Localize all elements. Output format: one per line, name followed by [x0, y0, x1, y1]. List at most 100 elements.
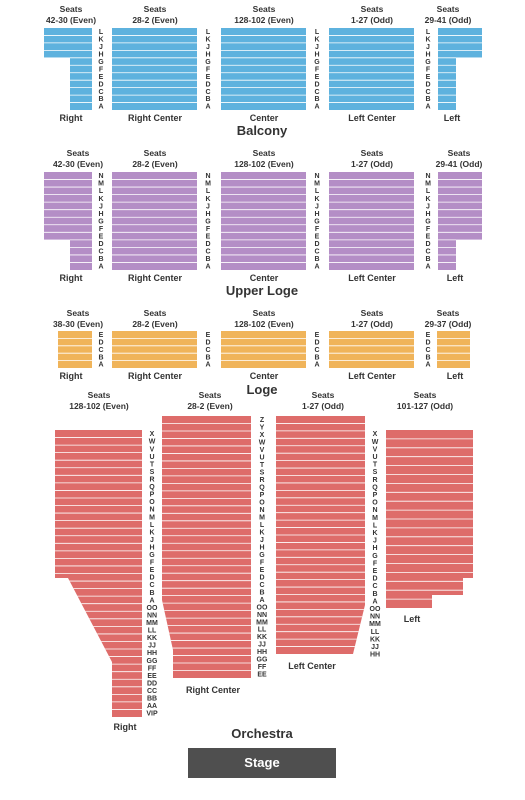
upper-loge-aisle0-row-H: H	[98, 211, 103, 218]
orchestra-aisle-center-row-GG: GG	[257, 657, 268, 664]
loge-left-center[interactable]	[326, 331, 418, 368]
loge-right-area[interactable]	[58, 331, 92, 368]
upper-loge-right-row-lines	[44, 179, 92, 263]
upper-loge-aisle0-row-N: N	[98, 173, 103, 180]
upper-loge-right-center[interactable]	[108, 172, 200, 270]
upper-loge-aisle2-row-E: E	[315, 233, 320, 240]
orchestra-aisle-left-row-N: N	[372, 507, 377, 514]
upper-loge-center[interactable]	[218, 172, 310, 270]
balcony-aisle0-row-H: H	[98, 51, 103, 58]
balcony-aisle3-row-D: D	[425, 81, 430, 88]
upper-loge-center-area[interactable]	[221, 172, 306, 270]
upper-loge-left-area[interactable]	[438, 172, 482, 270]
orchestra-left-center[interactable]	[272, 416, 369, 654]
upper-loge-header-3-seats-word: Seats	[361, 148, 384, 158]
upper-loge-aisle2-row-G: G	[314, 218, 320, 225]
upper-loge-aisle3-row-F: F	[426, 226, 431, 233]
loge-aisle2-row-B: B	[314, 354, 319, 361]
balcony-right[interactable]	[40, 28, 100, 110]
loge-aisle0-row-B: B	[98, 354, 103, 361]
upper-loge-header-2-seats-word: Seats	[253, 148, 276, 158]
balcony-aisle3-row-J: J	[426, 44, 430, 51]
upper-loge-right[interactable]	[40, 172, 100, 270]
orchestra-aisle-right-row-BB: BB	[147, 696, 157, 703]
balcony-center-area[interactable]	[221, 28, 306, 110]
loge-right-center-area[interactable]	[112, 331, 197, 368]
balcony-header-3-seats-range: 1-27 (Odd)	[351, 15, 393, 25]
orchestra-aisle-right-row-HH: HH	[147, 650, 157, 657]
balcony-section-label-1: Right Center	[128, 113, 182, 123]
upper-loge-aisle1-row-B: B	[205, 256, 210, 263]
loge-header-0-seats-word: Seats	[67, 308, 90, 318]
loge-left[interactable]	[434, 331, 474, 368]
upper-loge-aisle0-row-J: J	[99, 203, 103, 210]
upper-loge-aisle3-row-D: D	[425, 241, 430, 248]
balcony-center[interactable]	[218, 28, 310, 110]
upper-loge-left-center-area[interactable]	[329, 172, 414, 270]
orchestra-aisle-left-row-LL: LL	[371, 629, 380, 636]
upper-loge-aisle3-row-M: M	[425, 181, 431, 188]
orchestra-aisle-right-row-G: G	[149, 552, 155, 559]
loge-center[interactable]	[218, 331, 310, 368]
balcony-left-center-area[interactable]	[329, 28, 414, 110]
loge-right-center-row-lines	[112, 337, 197, 362]
loge-right-center[interactable]	[108, 331, 200, 368]
balcony-aisle3-row-F: F	[426, 66, 431, 73]
orchestra-header-3-seats-range: 101-127 (Odd)	[397, 401, 453, 411]
loge-aisle3-row-E: E	[426, 332, 431, 339]
loge-left-center-area[interactable]	[329, 331, 414, 368]
balcony-left-center[interactable]	[326, 28, 418, 110]
orchestra-section-label-left: Left	[404, 614, 421, 624]
orchestra-right[interactable]	[50, 430, 146, 717]
orchestra-aisle-center-row-W: W	[259, 440, 266, 447]
orchestra-aisle-left-row-J: J	[373, 538, 377, 545]
upper-loge-aisle2-row-H: H	[314, 211, 319, 218]
loge-aisle3-row-C: C	[425, 347, 430, 354]
orchestra-aisle-left-row-S: S	[373, 469, 378, 476]
upper-loge-aisle0-row-G: G	[98, 218, 104, 225]
balcony-level-label: Balcony	[237, 123, 288, 138]
upper-loge-left[interactable]	[435, 172, 486, 270]
balcony-right-center[interactable]	[108, 28, 200, 110]
balcony-header-0-seats-word: Seats	[60, 4, 83, 14]
upper-loge-header-1-seats-word: Seats	[144, 148, 167, 158]
loge-right[interactable]	[55, 331, 95, 368]
orchestra-left[interactable]	[382, 430, 477, 608]
upper-loge-header-0-seats-word: Seats	[67, 148, 90, 158]
balcony-aisle0-row-B: B	[98, 96, 103, 103]
balcony-right-center-area[interactable]	[112, 28, 197, 110]
upper-loge-aisle0-row-C: C	[98, 249, 103, 256]
upper-loge-right-area[interactable]	[44, 172, 92, 270]
loge-left-area[interactable]	[437, 331, 470, 368]
orchestra-aisle-left-row-JJ: JJ	[371, 644, 379, 651]
orchestra-aisle-right-row-D: D	[149, 575, 154, 582]
orchestra-aisle-right-row-A: A	[149, 597, 154, 604]
orchestra-aisle-left-row-P: P	[373, 492, 378, 499]
upper-loge-aisle1-row-E: E	[206, 233, 211, 240]
upper-loge-header-4-seats-word: Seats	[448, 148, 471, 158]
orchestra-aisle-left-row-O: O	[372, 500, 378, 507]
orchestra-aisle-left-row-A: A	[372, 598, 377, 605]
orchestra-right-center[interactable]	[158, 416, 255, 678]
upper-loge-aisle3-row-E: E	[426, 233, 431, 240]
upper-loge-aisle0-row-L: L	[99, 188, 104, 195]
loge-aisle0-row-D: D	[98, 340, 103, 347]
orchestra-right-center-area[interactable]	[162, 416, 251, 678]
loge-aisle0-row-A: A	[98, 362, 103, 369]
balcony-right-area[interactable]	[44, 28, 92, 110]
balcony-aisle2-row-K: K	[314, 37, 319, 44]
upper-loge-right-center-area[interactable]	[112, 172, 197, 270]
orchestra-right-center-row-lines	[162, 423, 251, 671]
balcony-aisle0-row-A: A	[98, 104, 103, 111]
balcony-aisle2-row-C: C	[314, 89, 319, 96]
balcony-left-area[interactable]	[438, 28, 482, 110]
orchestra-aisle-right-row-JJ: JJ	[148, 643, 156, 650]
orchestra-aisle-right-row-DD: DD	[147, 680, 157, 687]
balcony-aisle3-row-G: G	[425, 59, 431, 66]
balcony-left[interactable]	[435, 28, 486, 110]
upper-loge-left-center[interactable]	[326, 172, 418, 270]
balcony-aisle3-row-L: L	[426, 29, 431, 36]
orchestra-aisle-left-row-L: L	[373, 522, 378, 529]
loge-center-area[interactable]	[221, 331, 306, 368]
orchestra-aisle-center-row-A: A	[259, 597, 264, 604]
